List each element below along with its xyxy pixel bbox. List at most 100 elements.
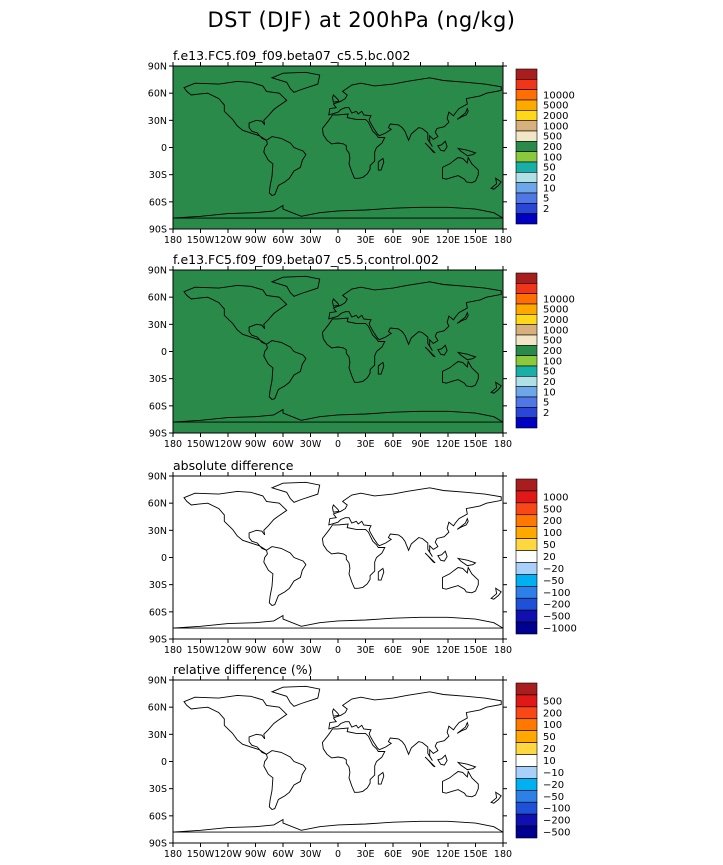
colorbar-label: 5: [543, 398, 549, 409]
colorbar-swatch: [515, 386, 538, 398]
colorbar-label: 10: [543, 387, 556, 398]
coastline-japan: [456, 311, 469, 324]
colorbar-swatch: [515, 514, 538, 527]
colorbar-label: 1000: [543, 121, 568, 132]
y-tick-label: 30S: [149, 374, 167, 385]
coastline-antarctica: [173, 614, 503, 629]
coastline-japan: [456, 721, 469, 734]
colorbar-swatch: [515, 766, 538, 779]
coastline-greenland: [270, 71, 321, 93]
y-tick-label: 30N: [148, 526, 167, 537]
y-tick-label: 90S: [149, 225, 167, 236]
coastline-south-america: [263, 136, 307, 197]
map-panel-3: absolute difference90N60N30N030S60S90S18…: [148, 458, 577, 656]
colorbar-label: 2: [543, 204, 549, 215]
x-tick-label: 90W: [245, 235, 267, 246]
colorbar-label: 1000: [543, 492, 568, 503]
colorbar-swatch: [515, 89, 538, 101]
colorbar-swatch: [515, 478, 538, 492]
coastline-borneo: [437, 754, 448, 766]
colorbar-label: −100: [543, 588, 570, 599]
coastline-new-guinea: [456, 147, 477, 157]
colorbar-swatch: [515, 801, 538, 815]
coastline-eurasia: [328, 77, 502, 147]
colorbar-swatch: [515, 130, 538, 142]
x-tick-label: 120W: [214, 439, 242, 450]
colorbar-swatch: [515, 538, 538, 551]
y-tick-label: 60S: [149, 401, 167, 412]
x-tick-label: 180: [164, 235, 182, 246]
colorbar-swatch: [515, 790, 538, 803]
colorbar-label: 200: [543, 708, 562, 719]
x-tick-label: 90E: [411, 849, 429, 860]
coastline-north-america: [183, 284, 288, 345]
colorbar-label: 50: [543, 540, 556, 551]
coastline-new-zealand: [490, 587, 502, 600]
colorbar-swatch: [515, 376, 538, 387]
colorbar-swatch: [515, 365, 538, 377]
y-tick-label: 30S: [149, 170, 167, 181]
map-panel-1: f.e13.FC5.f09_f09.beta07_c5.5.bc.002 90N 6…: [148, 48, 575, 246]
coastlines: [173, 685, 503, 833]
map-panel-2: f.e13.FC5.f09_f09.beta07_c5.5.control.00…: [148, 252, 575, 450]
colorbar-swatch: [515, 314, 538, 325]
colorbar-swatch: [515, 272, 538, 284]
x-tick-label: 120E: [436, 235, 460, 246]
colorbar-swatch: [515, 303, 538, 315]
colorbar-swatch: [515, 293, 538, 305]
x-tick-label: 60E: [384, 439, 402, 450]
colorbar-label: 5000: [543, 305, 568, 316]
x-tick-label: 180: [494, 235, 512, 246]
coastline-madagascar: [377, 157, 385, 171]
colorbar-label: 10000: [543, 294, 575, 305]
x-tick-label: 60W: [272, 645, 294, 656]
colorbar-label: −500: [543, 612, 570, 623]
colorbar-label: 20: [543, 744, 556, 755]
x-tick-label: 120E: [436, 645, 460, 656]
colorbar-swatch: [515, 694, 538, 708]
x-tick-label: 150E: [463, 645, 487, 656]
colorbar-label: 20: [543, 377, 556, 388]
coastline-africa: [321, 523, 386, 589]
colorbar-label: 500: [543, 696, 562, 707]
x-tick-label: 180: [494, 849, 512, 860]
coastline-antarctica: [173, 818, 503, 833]
panel-title: relative difference (%): [173, 662, 312, 677]
colorbar-label: −50: [543, 576, 564, 587]
colorbar-label: 5: [543, 194, 549, 205]
coastline-borneo: [437, 140, 448, 152]
colorbar-label: −20: [543, 564, 564, 575]
x-tick-label: 90W: [245, 849, 267, 860]
colorbar-label: 100: [543, 528, 562, 539]
colorbar-label: 200: [543, 346, 562, 357]
y-tick-label: 90S: [149, 635, 167, 646]
x-tick-label: 90E: [411, 235, 429, 246]
coastline-greenland: [270, 481, 321, 503]
x-tick-label: 30E: [356, 235, 374, 246]
coastline-uk: [332, 708, 340, 717]
coastline-eurasia: [328, 691, 502, 761]
colorbar-swatch: [515, 120, 538, 132]
colorbar-swatch: [515, 396, 538, 408]
x-tick-label: 30W: [300, 849, 322, 860]
contour-field: [173, 66, 503, 229]
x-tick-label: 60E: [384, 235, 402, 246]
colorbar-swatch: [515, 730, 538, 743]
coastline-japan: [456, 517, 469, 530]
colorbar-swatch: [515, 407, 538, 418]
contour-background: [173, 66, 503, 229]
contour-field: [173, 270, 503, 433]
colorbar-swatch: [515, 151, 538, 163]
y-tick-label: 90S: [149, 839, 167, 850]
colorbar-swatch: [515, 526, 538, 539]
colorbar-swatch: [515, 203, 538, 214]
colorbar-swatch: [515, 355, 538, 367]
coastline-sumatra: [424, 552, 436, 564]
x-tick-label: 60W: [272, 439, 294, 450]
colorbar-label: −50: [543, 792, 564, 803]
colorbar-swatch: [515, 172, 538, 183]
colorbar-swatch: [515, 550, 538, 563]
x-tick-label: 30W: [300, 439, 322, 450]
colorbar-label: 10000: [543, 90, 575, 101]
colorbar-swatch: [515, 161, 538, 173]
